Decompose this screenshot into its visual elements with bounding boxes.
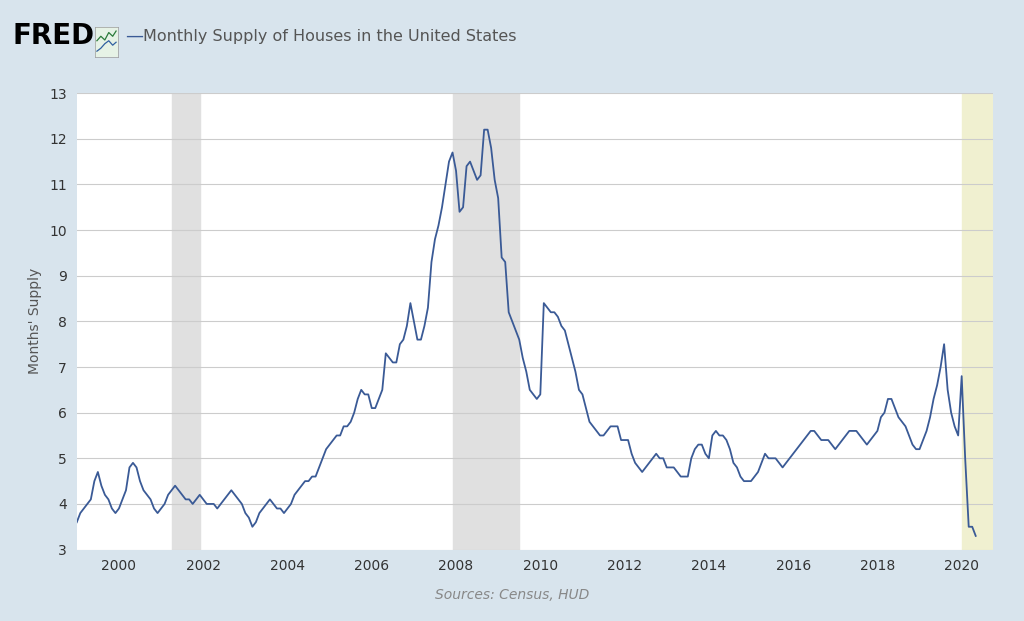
Bar	[962, 93, 993, 550]
Y-axis label: Months' Supply: Months' Supply	[29, 268, 42, 374]
Text: FRED: FRED	[12, 22, 94, 50]
Text: Sources: Census, HUD: Sources: Census, HUD	[435, 588, 589, 602]
Text: Monthly Supply of Houses in the United States: Monthly Supply of Houses in the United S…	[143, 29, 517, 43]
Bar	[453, 93, 519, 550]
Bar	[172, 93, 200, 550]
Text: —: —	[125, 27, 143, 45]
